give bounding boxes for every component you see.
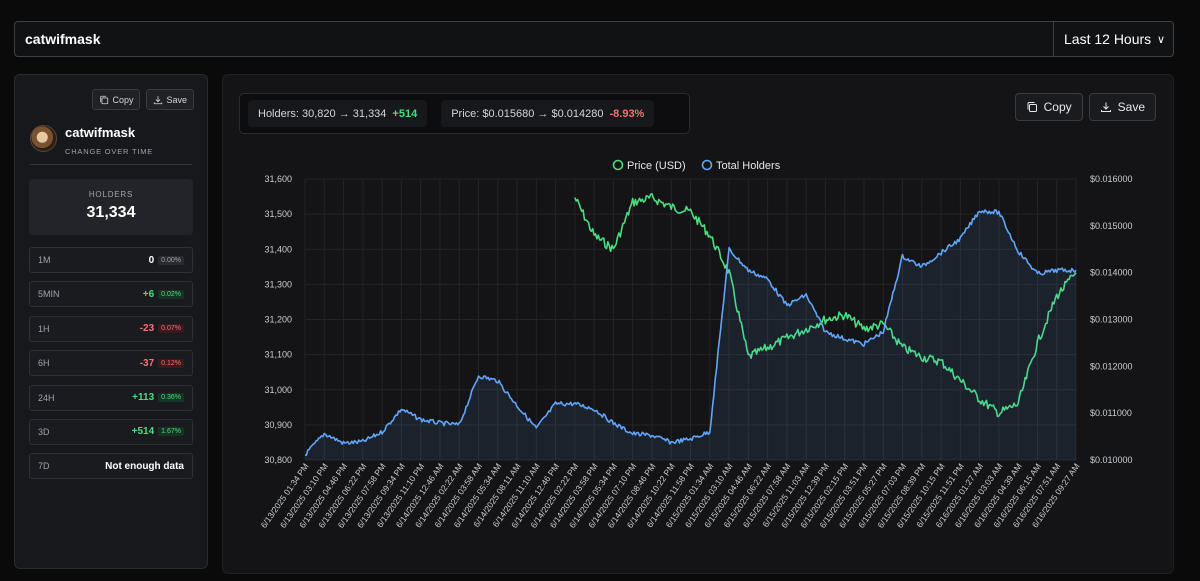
change-row-label: 1H — [38, 323, 50, 334]
search-input[interactable] — [14, 21, 1054, 57]
time-range-label: Last 12 Hours — [1064, 31, 1152, 47]
left-tick-label: 31,600 — [264, 174, 292, 184]
legend-marker — [701, 159, 713, 171]
change-row-value: +514 — [131, 426, 155, 438]
left-tick-label: 31,500 — [264, 209, 292, 219]
price-stat-text: Price: $0.015680 → $0.014280 — [451, 107, 604, 120]
change-row-value: +6 — [142, 288, 155, 300]
left-tick-label: 31,200 — [264, 315, 292, 325]
change-row-24h: 24H +113 0.36% — [29, 384, 193, 411]
holders-area — [305, 209, 1076, 460]
chart-save-label: Save — [1117, 100, 1145, 114]
download-icon — [154, 95, 163, 104]
change-row-value: +113 — [132, 392, 155, 404]
change-rows: 1M 0 0.00% 5MIN +6 0.02% 1H -23 0.07% 6H -37 0.12% 2… — [29, 247, 193, 488]
legend-label: Total Holders — [716, 160, 781, 172]
change-row-label: 3D — [38, 426, 50, 437]
copy-icon — [100, 95, 109, 104]
change-row-pct: 0.02% — [158, 289, 184, 299]
sidebar-save-button[interactable]: Save — [146, 89, 194, 110]
change-row-1m: 1M 0 0.00% — [29, 247, 193, 273]
change-row-5min: 5MIN +6 0.02% — [29, 281, 193, 308]
change-row-value: -23 — [139, 323, 155, 335]
price-holders-chart: 6/13/2025 01:34 PM6/13/2025 03:10 PM6/13… — [259, 159, 1133, 530]
chart-panel: Holders: 30,820 → 31,334 +514 Price: $0.… — [222, 74, 1174, 574]
right-tick-label: $0.011000 — [1090, 408, 1132, 418]
divider — [30, 164, 192, 165]
holders-stat: Holders: 30,820 → 31,334 +514 — [248, 100, 428, 127]
chart-copy-label: Copy — [1043, 100, 1072, 114]
price-stat: Price: $0.015680 → $0.014280 -8.93% — [441, 100, 655, 127]
change-row-pct: 0.00% — [158, 255, 184, 265]
change-row-pct: 0.12% — [158, 358, 184, 368]
right-tick-label: $0.015000 — [1090, 221, 1133, 231]
holders-value: 31,334 — [86, 204, 136, 221]
left-tick-label: 30,800 — [264, 455, 292, 465]
left-tick-label: 31,000 — [264, 385, 292, 395]
price-line — [574, 192, 1077, 418]
sidebar-copy-button[interactable]: Copy — [92, 89, 141, 110]
token-subtitle: CHANGE OVER TIME — [65, 147, 154, 156]
download-icon — [1100, 102, 1111, 112]
change-row-6h: 6H -37 0.12% — [29, 350, 193, 377]
copy-icon — [1027, 102, 1037, 112]
sidebar-save-label: Save — [166, 94, 187, 105]
change-row-label: 24H — [38, 392, 55, 403]
legend-marker — [612, 159, 624, 171]
right-tick-label: $0.010000 — [1090, 455, 1133, 465]
summary-stats: Holders: 30,820 → 31,334 +514 Price: $0.… — [239, 93, 690, 134]
change-row-pct: 0.07% — [158, 324, 184, 334]
change-row-1h: 1H -23 0.07% — [29, 315, 193, 342]
holders-label: HOLDERS — [88, 190, 134, 199]
change-row-label: 1M — [38, 255, 51, 265]
change-row-3d: 3D +514 1.67% — [29, 418, 193, 445]
token-sidebar: Copy Save catwifmask CHANGE OVER TIME HO… — [14, 74, 208, 569]
change-row-7d: 7D Not enough data — [29, 453, 193, 480]
holders-card: HOLDERS 31,334 — [29, 179, 193, 235]
change-row-label: 7D — [38, 461, 50, 472]
holders-line — [304, 209, 1077, 456]
right-tick-label: $0.016000 — [1090, 174, 1133, 184]
chevron-down-icon: ∨ — [1156, 33, 1165, 46]
price-stat-change: -8.93% — [609, 107, 645, 120]
holders-stat-change: +514 — [392, 107, 418, 120]
chart-copy-button[interactable]: Copy — [1014, 93, 1083, 121]
chart-save-button[interactable]: Save — [1088, 93, 1156, 121]
right-tick-label: $0.012000 — [1090, 361, 1133, 371]
token-name: catwifmask — [65, 125, 136, 140]
left-tick-label: 31,300 — [264, 279, 292, 289]
change-row-pct: 1.67% — [158, 427, 184, 437]
change-row-label: 6H — [38, 358, 50, 369]
holders-stat-text: Holders: 30,820 → 31,334 — [258, 107, 387, 120]
change-row-value: 0 — [148, 254, 155, 266]
right-tick-label: $0.014000 — [1090, 268, 1133, 278]
change-row-value: Not enough data — [105, 460, 184, 472]
time-range-select[interactable]: Last 12 Hours ∨ — [1054, 21, 1174, 57]
sidebar-copy-label: Copy — [112, 94, 134, 105]
change-row-pct: 0.36% — [158, 393, 184, 403]
change-row-label: 5MIN — [38, 289, 60, 300]
left-tick-label: 31,100 — [264, 350, 292, 360]
right-tick-label: $0.013000 — [1090, 315, 1133, 325]
token-avatar — [30, 125, 57, 152]
left-tick-label: 31,400 — [264, 244, 292, 254]
change-row-value: -37 — [139, 357, 155, 369]
left-tick-label: 30,900 — [264, 420, 292, 430]
legend-label: Price (USD) — [627, 160, 686, 172]
